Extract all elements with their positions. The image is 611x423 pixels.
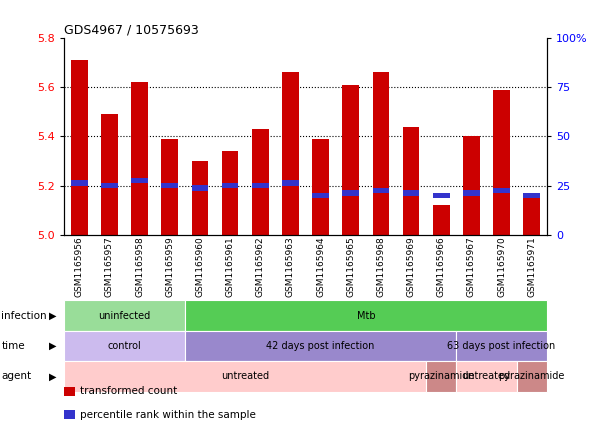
Text: agent: agent [1, 371, 31, 382]
Bar [252, 129, 269, 235]
Bar [524, 198, 540, 235]
Text: time: time [1, 341, 25, 351]
Text: percentile rank within the sample: percentile rank within the sample [80, 409, 256, 420]
Bar [312, 193, 329, 198]
Text: untreated: untreated [221, 371, 269, 382]
Bar [222, 183, 238, 188]
Bar [222, 151, 238, 235]
Bar [493, 188, 510, 193]
Bar [101, 183, 118, 188]
Bar [161, 139, 178, 235]
Text: ▶: ▶ [49, 341, 56, 351]
Bar [373, 188, 389, 193]
Bar [192, 185, 208, 191]
Text: pyrazinamide: pyrazinamide [408, 371, 475, 382]
Bar [342, 85, 359, 235]
Bar [131, 178, 148, 184]
Bar [524, 193, 540, 198]
Bar [463, 136, 480, 235]
Bar [373, 72, 389, 235]
Bar [403, 190, 419, 196]
Bar [192, 161, 208, 235]
Bar [463, 190, 480, 196]
Bar [312, 139, 329, 235]
Bar [71, 181, 87, 186]
Text: uninfected: uninfected [98, 310, 151, 321]
Text: 42 days post infection: 42 days post infection [266, 341, 375, 351]
Bar [282, 181, 299, 186]
Bar [342, 190, 359, 196]
Text: pyrazinamide: pyrazinamide [499, 371, 565, 382]
Bar [71, 60, 87, 235]
Bar [252, 183, 269, 188]
Text: 63 days post infection: 63 days post infection [447, 341, 556, 351]
Bar [161, 183, 178, 188]
Text: transformed count: transformed count [80, 386, 177, 396]
Bar [282, 72, 299, 235]
Text: infection: infection [1, 310, 47, 321]
Text: GDS4967 / 10575693: GDS4967 / 10575693 [64, 24, 199, 37]
Text: ▶: ▶ [49, 371, 56, 382]
Text: untreated: untreated [463, 371, 511, 382]
Text: ▶: ▶ [49, 310, 56, 321]
Text: Mtb: Mtb [357, 310, 375, 321]
Bar [493, 90, 510, 235]
Text: control: control [108, 341, 141, 351]
Bar [131, 82, 148, 235]
Bar [403, 126, 419, 235]
Bar [101, 114, 118, 235]
Bar [433, 205, 450, 235]
Bar [433, 193, 450, 198]
